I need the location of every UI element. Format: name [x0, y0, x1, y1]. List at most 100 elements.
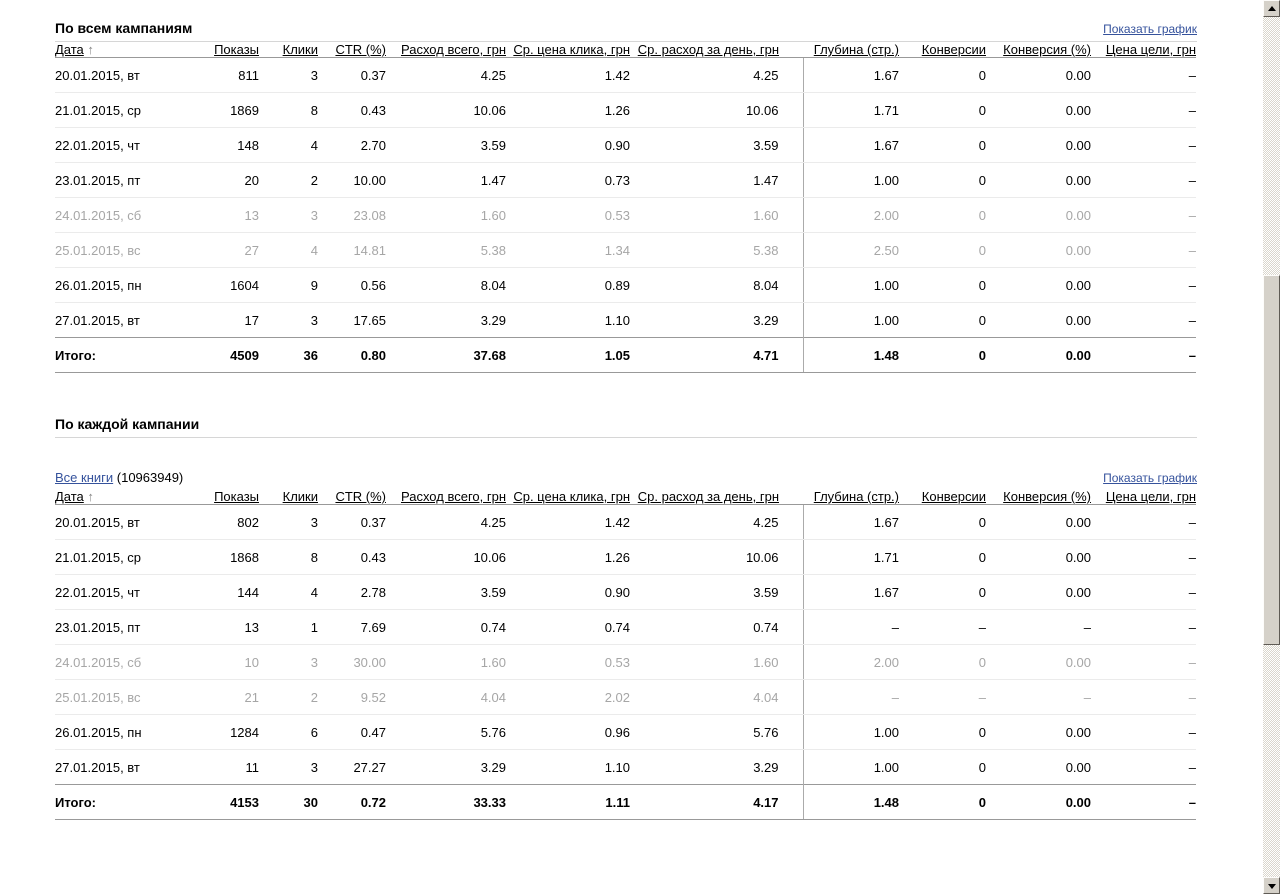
- value-cell: 0.00: [1065, 759, 1091, 775]
- column-sort-link[interactable]: Ср. цена клика, грн: [513, 42, 630, 57]
- totals-value: 1.48: [802, 784, 899, 820]
- value-cell: 5.76: [630, 714, 803, 750]
- column-sort-link[interactable]: Конверсия (%): [1003, 489, 1091, 504]
- column-header-cell: Ср. цена клика, грн: [506, 42, 630, 58]
- column-sort-link[interactable]: Цена цели, грн: [1105, 489, 1196, 504]
- totals-value: 33.33: [386, 784, 506, 820]
- value-cell: 21: [185, 679, 259, 715]
- column-sort-link[interactable]: CTR (%): [335, 42, 386, 57]
- table-row: 26.01.2015, пн 1284 6 0.47 5.76 0.96 5.76 1.00 0…: [55, 714, 1196, 750]
- value-cell: 1.71: [802, 539, 899, 575]
- table-row: 21.01.2015, ср 1868 8 0.43 10.06 1.26 10.06 1.7…: [55, 539, 1196, 575]
- column-sort-link[interactable]: CTR (%): [335, 489, 386, 504]
- value-cell: 1.00: [802, 267, 899, 303]
- scroll-down-button[interactable]: [1263, 877, 1280, 894]
- value-cell: 0.00: [986, 644, 1091, 680]
- totals-value: –: [1091, 337, 1196, 373]
- value-cell: –: [1091, 267, 1196, 303]
- date-cell: 25.01.2015, вс: [55, 679, 185, 715]
- show-chart-link[interactable]: Показать график: [1103, 22, 1197, 36]
- value-cell: 1.00: [802, 749, 899, 785]
- column-sort-link[interactable]: Показы: [214, 489, 259, 504]
- value-cell: 9: [259, 267, 318, 303]
- value-cell: 0.53: [506, 197, 630, 233]
- value-cell: 2.00: [802, 644, 899, 680]
- value-cell: –: [1188, 759, 1196, 775]
- value-cell: 0.00: [986, 504, 1091, 540]
- column-sort-link[interactable]: Клики: [282, 489, 318, 504]
- totals-value: 4.17: [630, 784, 803, 820]
- value-cell: 30.00: [318, 644, 386, 680]
- value-cell: –: [1091, 539, 1196, 575]
- value-cell: –: [1091, 504, 1196, 540]
- column-sort-link[interactable]: Расход всего, грн: [400, 489, 506, 504]
- scroll-up-button[interactable]: [1263, 0, 1280, 17]
- value-cell: 0.00: [986, 232, 1091, 268]
- value-cell: 0: [899, 92, 986, 128]
- column-sort-link[interactable]: Расход всего, грн: [400, 42, 506, 57]
- campaign-link[interactable]: Все книги: [55, 470, 114, 485]
- column-sort-link[interactable]: Клики: [282, 42, 318, 57]
- column-header-cell: Цена цели, грн: [1091, 42, 1196, 58]
- column-sort-link[interactable]: Ср. цена клика, грн: [513, 489, 630, 504]
- value-cell: 0.00: [986, 57, 1091, 93]
- table-header-row: Дата ↑ Показы Клики CTR (%) Расход всего, гр…: [55, 42, 1196, 58]
- totals-value: 36: [259, 337, 318, 373]
- value-cell: 3.59: [630, 574, 803, 610]
- value-cell: –: [986, 609, 1091, 645]
- show-chart-link[interactable]: Показать график: [1103, 471, 1197, 485]
- value-cell: 0: [978, 312, 986, 328]
- value-cell: 3: [259, 57, 318, 93]
- value-cell: 0.96: [506, 714, 630, 750]
- scroll-track[interactable]: [1263, 17, 1280, 877]
- column-sort-link[interactable]: Ср. расход за день, грн: [637, 489, 779, 504]
- column-header-cell: Клики: [259, 489, 318, 505]
- value-cell: –: [1091, 162, 1196, 198]
- value-cell: 3.29: [753, 312, 779, 328]
- value-cell: 1.42: [506, 57, 630, 93]
- value-cell: 1.00: [802, 302, 899, 338]
- value-cell: 0.00: [986, 197, 1091, 233]
- value-cell: 1.10: [604, 759, 630, 775]
- value-cell: 1: [259, 609, 318, 645]
- value-cell: 10.06: [630, 92, 803, 128]
- value-cell: –: [1091, 714, 1196, 750]
- section-all-campaigns: По всем кампаниям Показать график Дата ↑…: [55, 20, 1197, 373]
- totals-value: 30: [259, 784, 318, 820]
- column-sort-link[interactable]: Конверсия (%): [1003, 42, 1091, 57]
- value-cell: 1604: [185, 267, 259, 303]
- scroll-thumb[interactable]: [1263, 275, 1280, 645]
- value-cell: 27.27: [353, 759, 386, 775]
- column-sort-link[interactable]: Ср. расход за день, грн: [637, 42, 779, 57]
- value-cell: 4.04: [386, 679, 506, 715]
- column-sort-link[interactable]: Глубина (стр.): [813, 42, 899, 57]
- value-cell: 8: [259, 92, 318, 128]
- value-cell: 0: [899, 57, 986, 93]
- value-cell: 4: [259, 232, 318, 268]
- value-cell: 7.69: [318, 609, 386, 645]
- column-sort-link[interactable]: Глубина (стр.): [813, 489, 899, 504]
- value-cell: 0: [899, 162, 986, 198]
- column-sort-link[interactable]: Дата: [55, 489, 84, 504]
- value-cell: 17: [244, 312, 259, 328]
- table-row: 25.01.2015, вс 21 2 9.52 4.04 2.02 4.04– – – –: [55, 679, 1196, 715]
- value-cell: 0.73: [506, 162, 630, 198]
- vertical-scrollbar[interactable]: [1263, 0, 1280, 894]
- value-cell: 1.00: [802, 714, 899, 750]
- column-sort-link[interactable]: Конверсии: [921, 489, 986, 504]
- totals-value: 4509: [185, 337, 259, 373]
- column-header-cell: Ср. цена клика, грн: [506, 489, 630, 505]
- column-sort-link[interactable]: Цена цели, грн: [1105, 42, 1196, 57]
- column-header-cell: Конверсия (%): [986, 489, 1091, 505]
- value-cell: 0.00: [986, 127, 1091, 163]
- column-sort-link[interactable]: Дата: [55, 42, 84, 57]
- value-cell: –: [899, 609, 986, 645]
- column-sort-link[interactable]: Показы: [214, 42, 259, 57]
- section-per-campaign: По каждой кампании Все книги (10963949) …: [55, 416, 1197, 820]
- value-cell: 144: [185, 574, 259, 610]
- value-cell: 0: [899, 644, 986, 680]
- column-sort-link[interactable]: Конверсии: [921, 42, 986, 57]
- value-cell: 9.52: [318, 679, 386, 715]
- totals-value: 4.71: [630, 337, 803, 373]
- value-cell: 0.90: [506, 574, 630, 610]
